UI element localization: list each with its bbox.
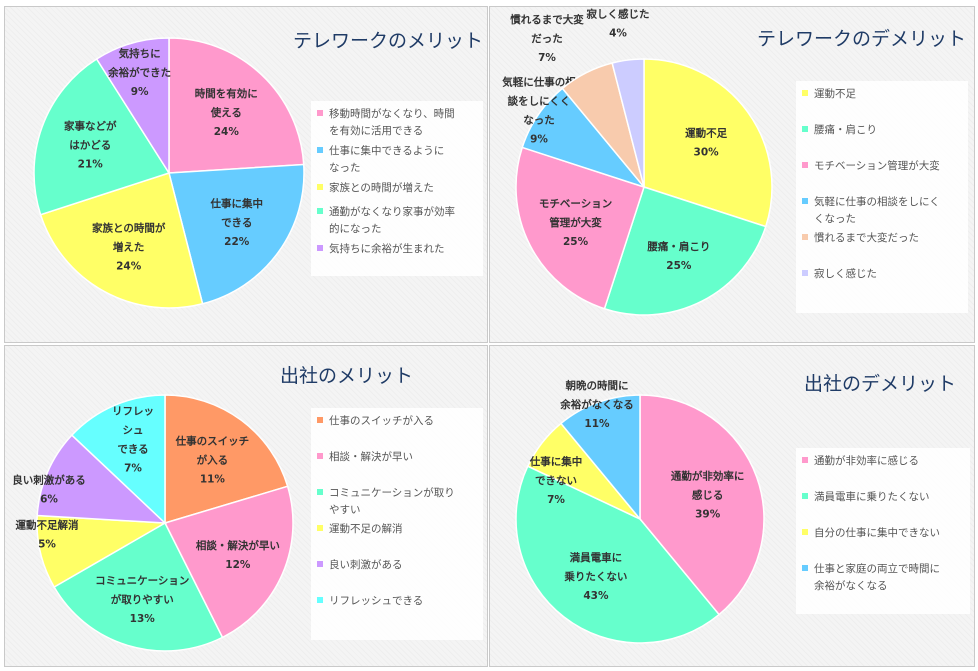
legend-entry: 移動時間がなくなり、時間を有効に活用できる [329,107,455,137]
legend-swatch [802,90,808,96]
panel-telework-merit: テレワークのメリット時間を有効に使える 24% 仕事に集中できる 22% 家族との時間が… [4,6,488,343]
chart-title: 出社のメリット [280,365,413,387]
legend-box [796,448,970,614]
legend-entry: 通勤が非効率に感じる [814,454,919,467]
slice-label: コミュニケーションが取りやすい 13% [95,575,189,625]
slice-label: 運動不足 30% [685,126,727,158]
pie-slice [559,394,641,522]
pie-slice [39,172,204,309]
slice-label: 時間を有効に使える 24% [195,87,258,138]
slice-label: 仕事に集中できる 22% [209,197,263,248]
slice-label: リフレッシュできる 7% [112,406,154,475]
legend-swatch [317,208,323,214]
legend-box [311,101,483,276]
legend-swatch [802,162,808,168]
legend-entry: 腰痛・肩こり [814,123,877,136]
legend-entry: 仕事に集中できるようになった [329,144,444,174]
chart-title: 出社のデメリット [804,373,956,395]
legend-entry: 運動不足の解消 [329,522,403,535]
pie-slice [53,521,224,652]
legend-entry: コミュニケーションが取りやすい [329,486,455,516]
legend-swatch [317,245,323,251]
legend-entry: 通勤がなくなり家事が効率的になった [329,205,455,235]
legend-swatch [317,489,323,495]
slice-label: 満員電車に乗りたくない 43% [563,551,627,602]
pie-slice [603,186,767,316]
legend-entry: 仕事と家庭の両立で時間に余裕がなくなる [814,562,940,592]
legend-entry: 相談・解決が早い [329,450,413,463]
pie-slice [515,465,721,644]
pie-slice [36,434,168,524]
slice-label: 運動不足解消 5% [16,519,79,551]
legend-swatch [317,147,323,153]
legend-swatch [317,184,323,190]
panel-office-merit: 出社のメリット 仕事のスイッチが入る 11% 相談・解決が早い 12% コミュニケーション… [4,345,488,667]
legend-swatch [317,525,323,531]
legend-entry: 気軽に仕事の相談をしにくくなった [814,195,940,225]
pie-slice [639,394,765,616]
legend-swatch [802,234,808,240]
pie-slice [164,394,289,525]
legend-swatch [802,126,808,132]
legend-entry: リフレッシュできる [329,595,423,607]
slice-label: 相談・解決が早い 12% [196,539,280,571]
legend-entry: 運動不足 [814,87,856,100]
legend-swatch [317,597,323,603]
chart-title: テレワークのデメリット [757,28,966,50]
panel-telework-demerit: テレワークのデメリット運動不足 30% 腰痛・肩こり 25% モチベーション管理が大変 2… [489,6,975,343]
legend-swatch [802,457,808,463]
slice-label: 仕事に集中できない 7% [529,455,583,506]
pie-slice [163,485,294,639]
legend-entry: 良い刺激がある [329,558,403,571]
legend-entry: 気持ちに余裕が生まれた [329,242,445,255]
pie-slice [515,146,645,310]
legend-swatch [802,198,808,204]
slice-label: 仕事のスイッチが入る 11% [175,434,250,485]
pie-slice [168,37,305,174]
slice-label: 気軽に仕事の相談をしにくくなった 9% [501,76,576,146]
legend-swatch [317,417,323,423]
legend-swatch [317,110,323,116]
legend-entry: 家族との時間が増えた [329,181,434,194]
legend-swatch [317,453,323,459]
legend-box [796,81,968,313]
slice-label: 慣れるまで大変だった 7% [509,13,584,64]
pie-slice [168,163,305,305]
pie-slice [33,57,171,216]
legend-swatch [802,529,808,535]
legend-entry: 満員電車に乗りたくない [814,490,930,503]
slice-label: 寂しく感じた 4% [587,8,650,40]
pie-slice [70,394,166,525]
legend-box [311,408,483,640]
legend-swatch [802,493,808,499]
legend-swatch [802,565,808,571]
pie-slice [611,58,645,188]
slice-label: 良い刺激がある 6% [12,474,86,506]
slice-label: 家族との時間が増えた 24% [92,221,166,272]
legend-entry: 仕事のスイッチが入る [329,414,434,427]
legend-entry: モチベーション管理が大変 [814,159,940,172]
legend-swatch [802,270,808,276]
slice-label: 腰痛・肩こり 25% [646,240,710,272]
legend-entry: 自分の仕事に集中できない [814,526,940,539]
slice-label: 気持ちに余裕ができた 9% [107,47,171,98]
legend-swatch [317,561,323,567]
pie-slice [643,58,773,228]
slice-label: 家事などがはかどる 21% [64,120,117,171]
legend-entry: 慣れるまで大変だった [814,231,919,244]
chart-title: テレワークのメリット [293,30,483,52]
pie-slice [95,37,170,176]
legend-entry: 寂しく感じた [814,267,877,280]
slice-label: 朝晩の時間に余裕がなくなる 11% [559,379,634,430]
slice-label: モチベーション管理が大変 25% [539,198,612,248]
slice-label: 通勤が非効率に感じる 39% [671,470,745,521]
panel-office-demerit: 出社のデメリット通勤が非効率に感じる 39% 満員電車に乗りたくない 43% 仕事に集中… [489,345,975,667]
